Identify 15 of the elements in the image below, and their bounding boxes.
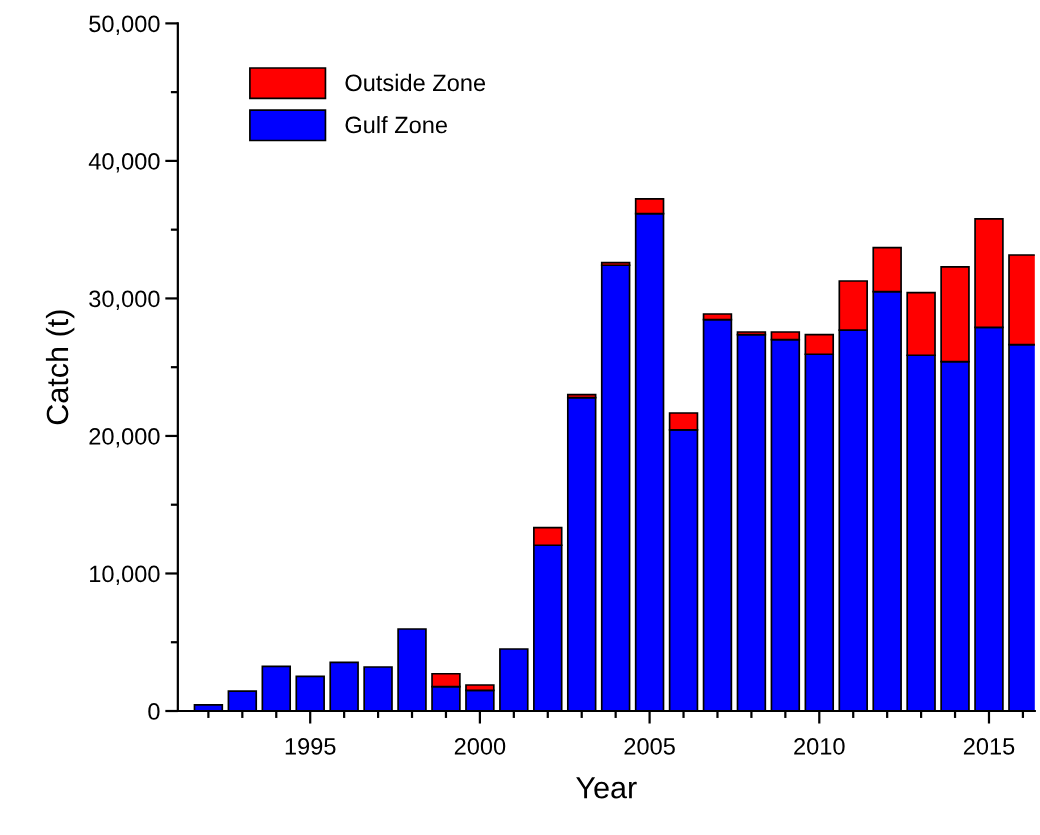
- x-axis-title: Year: [576, 777, 637, 799]
- y-tick-label: 50,000: [89, 15, 160, 35]
- x-tick-label: 2010: [794, 738, 845, 755]
- x-tick-label: 2015: [963, 738, 1015, 755]
- y-tick-label: 10,000: [90, 565, 160, 586]
- x-tick-label: 2000: [454, 738, 506, 755]
- y-tick-label: 20,000: [89, 428, 160, 448]
- y-tick-label: 0: [148, 703, 160, 720]
- x-tick-label: 2005: [624, 738, 675, 755]
- y-tick-label: 30,000: [89, 290, 160, 311]
- x-tick-label: 1995: [285, 738, 336, 755]
- legend-label: Gulf Zone: [345, 115, 447, 134]
- y-tick-label: 40,000: [88, 152, 160, 173]
- y-axis-title: Catch (t): [45, 310, 75, 425]
- legend-label: Outside Zone: [345, 73, 486, 92]
